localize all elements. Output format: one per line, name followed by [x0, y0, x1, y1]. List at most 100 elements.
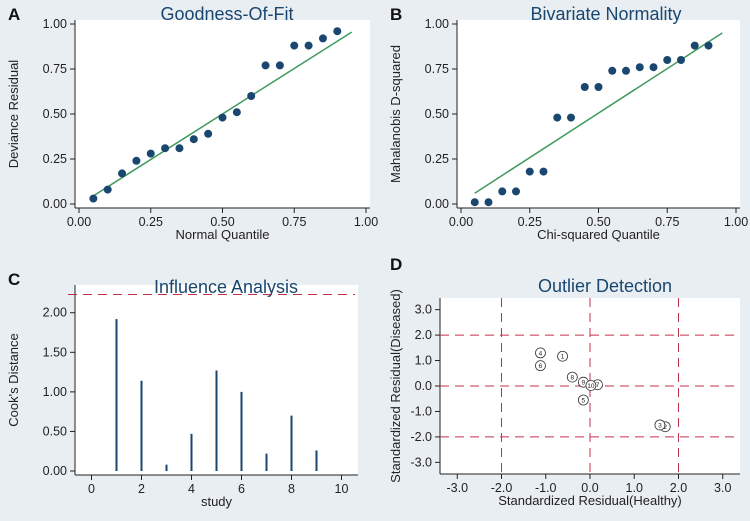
y-axis-label: Cook's Distance — [6, 333, 21, 427]
data-point — [498, 187, 507, 196]
y-tick-label: 0.75 — [425, 62, 449, 76]
y-tick-label: 0.25 — [43, 152, 67, 166]
y-tick-label: 0.00 — [43, 464, 67, 478]
point-marker — [557, 350, 568, 362]
point-label: 6 — [539, 363, 543, 370]
data-point — [146, 149, 155, 158]
point-label: 10 — [587, 383, 595, 390]
chart-title: Influence Analysis — [154, 277, 298, 297]
x-tick-label: 0.75 — [282, 215, 306, 229]
point-label: 8 — [570, 375, 574, 382]
data-point — [704, 41, 713, 50]
data-point — [189, 135, 198, 144]
x-axis-label: Standardized Residual(Healthy) — [498, 493, 682, 508]
point-label: 7 — [596, 382, 600, 389]
panel-c: 0 2 4 6 8 10 0.00 0.50 1.00 1.50 2.00 C Influence An… — [6, 270, 358, 509]
data-point — [622, 66, 630, 75]
chart-title: Goodness-Of-Fit — [160, 4, 293, 24]
x-tick-label: -1.0 — [535, 481, 557, 495]
panel-letter: D — [390, 255, 402, 274]
data-point — [484, 198, 493, 207]
point-label: 1 — [561, 354, 565, 361]
y-axis-label: Deviance Residual — [6, 60, 21, 169]
outlier-point-3: 3 — [654, 419, 666, 431]
x-tick-label: 2 — [138, 482, 145, 496]
data-point — [580, 83, 589, 91]
panel-letter: A — [8, 5, 20, 24]
y-tick-label: 0.00 — [43, 197, 67, 211]
data-point — [512, 187, 520, 196]
y-tick-label: 2.00 — [43, 306, 67, 320]
data-point — [677, 56, 685, 64]
y-tick-label: 0.50 — [43, 107, 67, 121]
x-axis-label: study — [201, 494, 233, 509]
data-point — [470, 198, 479, 207]
data-point — [333, 27, 342, 36]
x-tick-label: 0.0 — [581, 481, 598, 495]
data-point — [594, 83, 603, 91]
y-tick-label: 0.0 — [415, 379, 432, 393]
outlier-point-1: 1 — [557, 350, 568, 362]
x-tick-label: -3.0 — [446, 481, 468, 495]
panel-letter: B — [390, 5, 402, 24]
data-point — [663, 56, 672, 64]
x-tick-label: 0.50 — [210, 215, 234, 229]
y-tick-label: 0.75 — [43, 62, 67, 76]
panel-d: -3.0 -2.0 -1.0 0.0 1.0 2.0 3.0 -3.0 -2.0 -1.0 0.0 1… — [388, 255, 740, 508]
data-point — [103, 185, 112, 194]
panel-a: 0.00 0.25 0.50 0.75 1.00 0.00 0.25 0.50 0.75 1.00… — [6, 4, 378, 242]
point-marker — [566, 371, 578, 383]
point-marker — [585, 380, 597, 391]
y-tick-label: 1.00 — [43, 17, 67, 31]
x-tick-label: 0.25 — [139, 215, 163, 229]
y-tick-label: 2.0 — [415, 328, 432, 342]
chart-title: Bivariate Normality — [530, 4, 681, 24]
x-tick-label: 4 — [188, 482, 195, 496]
data-point — [304, 41, 313, 50]
data-point — [553, 113, 562, 122]
x-tick-label: 1.00 — [724, 215, 748, 229]
point-marker — [535, 347, 546, 359]
data-point — [232, 108, 241, 117]
data-point — [247, 92, 256, 100]
data-point — [608, 66, 617, 75]
x-tick-label: 8 — [288, 482, 295, 496]
data-point — [275, 61, 284, 70]
y-tick-label: 1.00 — [43, 385, 67, 399]
point-label: 4 — [539, 350, 543, 357]
point-label: 2 — [663, 424, 667, 431]
x-tick-label: 2.0 — [670, 481, 687, 495]
data-point — [539, 167, 548, 176]
y-tick-label: 1.50 — [43, 345, 67, 359]
x-tick-label: 3.0 — [714, 481, 731, 495]
data-point — [525, 167, 534, 176]
point-marker — [654, 419, 666, 431]
x-tick-label: 6 — [238, 482, 245, 496]
point-marker — [577, 394, 589, 406]
data-point — [118, 169, 127, 178]
data-point — [649, 63, 658, 72]
data-point — [690, 41, 699, 50]
data-point — [204, 129, 213, 138]
y-tick-label: 0.50 — [425, 107, 449, 121]
x-tick-label: 10 — [335, 482, 349, 496]
outlier-point-5: 5 — [577, 394, 589, 406]
data-point — [89, 194, 98, 203]
outlier-point-10: 10 — [585, 380, 597, 391]
point-label: 5 — [582, 398, 586, 405]
data-point — [161, 144, 170, 153]
point-label: 3 — [658, 422, 662, 429]
x-axis-label: Normal Quantile — [176, 227, 270, 242]
x-tick-label: 0.75 — [655, 215, 679, 229]
panel-letter: C — [8, 270, 20, 289]
data-point — [290, 41, 299, 50]
outlier-point-8: 8 — [566, 371, 578, 383]
y-tick-label: 0.25 — [425, 152, 449, 166]
data-point — [318, 34, 327, 43]
panel-b: 0.00 0.25 0.50 0.75 1.00 0.00 0.25 0.50 0.75 1.00… — [388, 4, 748, 242]
x-tick-label: 0.25 — [518, 215, 542, 229]
data-point — [132, 156, 141, 165]
y-tick-label: 1.0 — [415, 354, 432, 368]
chart-title: Outlier Detection — [538, 276, 672, 296]
